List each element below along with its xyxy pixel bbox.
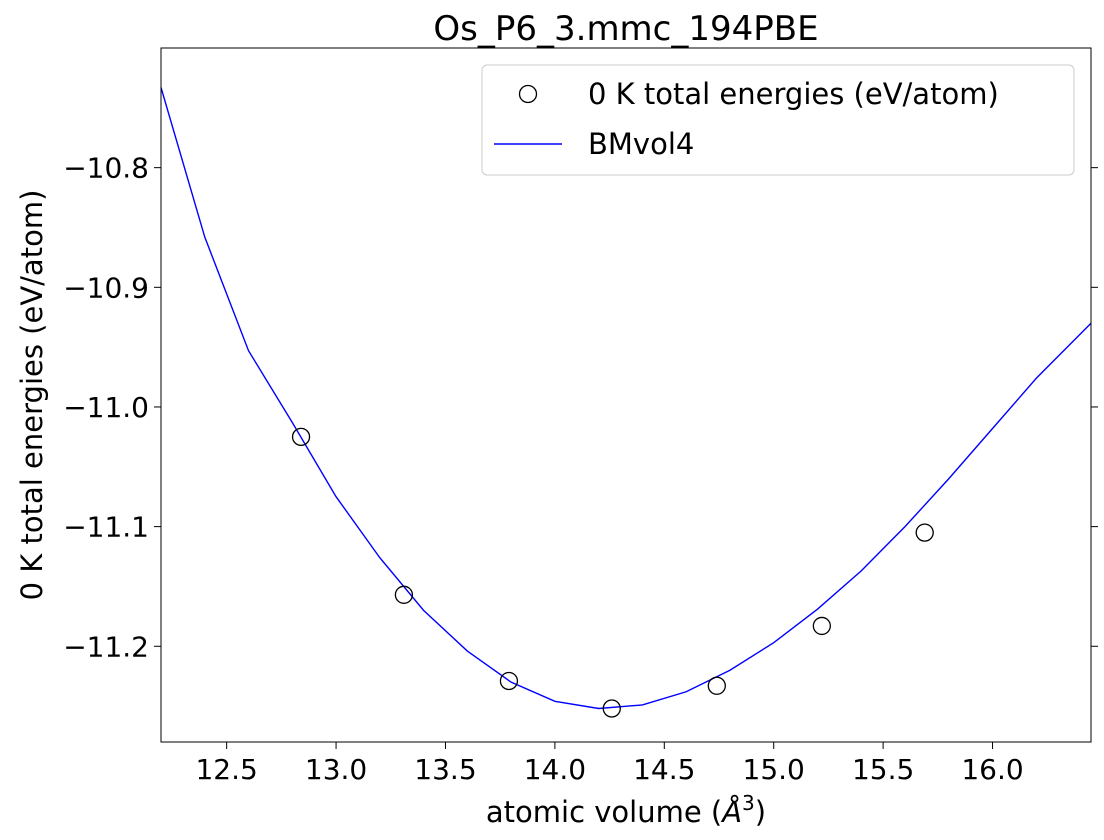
x-axis-title-text: atomic volume ( [486, 795, 722, 829]
data-point-marker [812, 616, 831, 636]
data-point-marker [707, 676, 726, 695]
x-axis-title-unit: Å [720, 795, 742, 829]
x-tick-label: 16.0 [961, 753, 1023, 786]
x-axis-title: atomic volume (Å3) [486, 791, 766, 829]
x-axis-title-exponent: 3 [742, 791, 755, 815]
legend-marker-circle [518, 84, 538, 104]
y-tick-label: −11.2 [63, 630, 149, 663]
data-point-marker [499, 671, 519, 691]
fit-curve-line [161, 87, 1091, 710]
y-axis-title: 0 K total energies (eV/atom) [15, 190, 49, 601]
x-tick-label: 14.0 [524, 753, 586, 786]
legend-label: BMvol4 [588, 127, 694, 161]
y-tick-label: −10.9 [63, 271, 149, 304]
plot-area [160, 47, 1092, 743]
data-point-marker [602, 699, 621, 718]
data-point-marker [291, 427, 311, 447]
legend: 0 K total energies (eV/atom) BMvol4 [481, 64, 1075, 176]
x-tick-label: 15.5 [852, 753, 914, 786]
plot-frame [160, 47, 1092, 743]
x-tick-label: 13.5 [414, 753, 476, 786]
x-tick-label: 14.5 [633, 753, 695, 786]
y-tick-label: −11.1 [63, 511, 149, 544]
x-tick-label: 13.0 [305, 753, 367, 786]
x-axis: 12.5 13.0 13.5 14.0 14.5 15.0 15.5 16.0 [195, 742, 1024, 786]
data-point-marker [394, 585, 414, 604]
chart-title: Os_P6_3.mmc_194PBE [433, 9, 818, 49]
legend-label: 0 K total energies (eV/atom) [588, 77, 999, 111]
x-tick-label: 12.5 [195, 753, 257, 786]
y-axis: −10.8 −10.9 −11.0 −11.1 −11.2 [63, 152, 1098, 663]
y-tick-label: −10.8 [63, 152, 149, 185]
y-tick-label: −11.0 [63, 391, 149, 424]
x-tick-label: 15.0 [743, 753, 805, 786]
legend-box [481, 64, 1075, 176]
x-axis-title-close: ) [755, 795, 766, 829]
data-point-marker [915, 523, 934, 542]
